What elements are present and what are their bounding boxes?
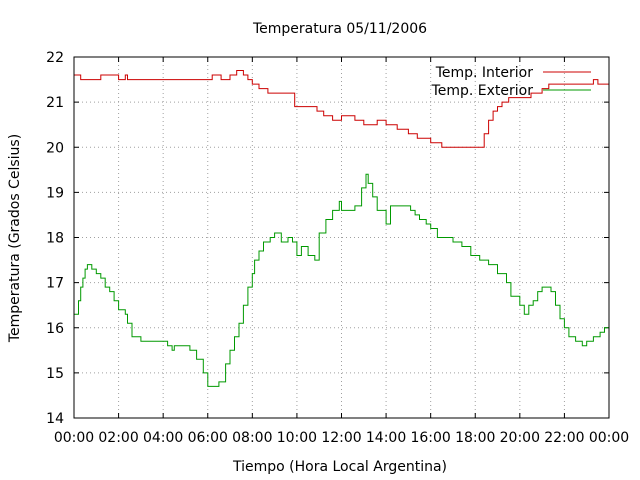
axis-ticks: 00:00 02:00 04:00 06:00 08:00 10:00 12:00 14:00… (46, 50, 629, 446)
y-tick-label: 22 (46, 50, 64, 66)
x-tick-label: 12:00 (321, 430, 361, 446)
x-tick-label: 10:00 (277, 430, 317, 446)
legend-label-1: Temp. Interior (435, 65, 534, 81)
y-tick-label: 17 (46, 276, 64, 292)
x-tick-label: 22:00 (544, 430, 584, 446)
y-tick-label: 19 (46, 185, 64, 201)
grid-lines (74, 57, 609, 418)
y-tick-label: 14 (46, 411, 64, 427)
legend: Temp. Interior Temp. Exterior (431, 65, 591, 99)
y-tick-label: 20 (46, 140, 64, 156)
x-tick-label: 06:00 (188, 430, 228, 446)
chart-title: Temperatura 05/11/2006 (252, 21, 427, 37)
y-axis-label: Temperatura (Grados Celsius) (7, 134, 23, 343)
x-tick-label: 14:00 (366, 430, 406, 446)
y-tick-label: 21 (46, 95, 64, 111)
series-line-1 (74, 70, 609, 148)
y-tick-label: 18 (46, 231, 64, 247)
series-lines (74, 70, 609, 387)
x-tick-label: 00:00 (54, 430, 94, 446)
x-tick-label: 20:00 (500, 430, 540, 446)
x-tick-label: 02:00 (98, 430, 138, 446)
x-tick-label: 16:00 (410, 430, 450, 446)
x-tick-label: 00:00 (589, 430, 629, 446)
y-tick-label: 15 (46, 366, 64, 382)
x-tick-label: 08:00 (232, 430, 272, 446)
series-line-2 (74, 173, 609, 387)
x-tick-label: 04:00 (143, 430, 183, 446)
y-tick-label: 16 (46, 321, 64, 337)
x-tick-label: 18:00 (455, 430, 495, 446)
legend-label-2: Temp. Exterior (431, 83, 534, 99)
x-axis-label: Tiempo (Hora Local Argentina) (232, 459, 447, 475)
plot-frame (73, 56, 610, 419)
